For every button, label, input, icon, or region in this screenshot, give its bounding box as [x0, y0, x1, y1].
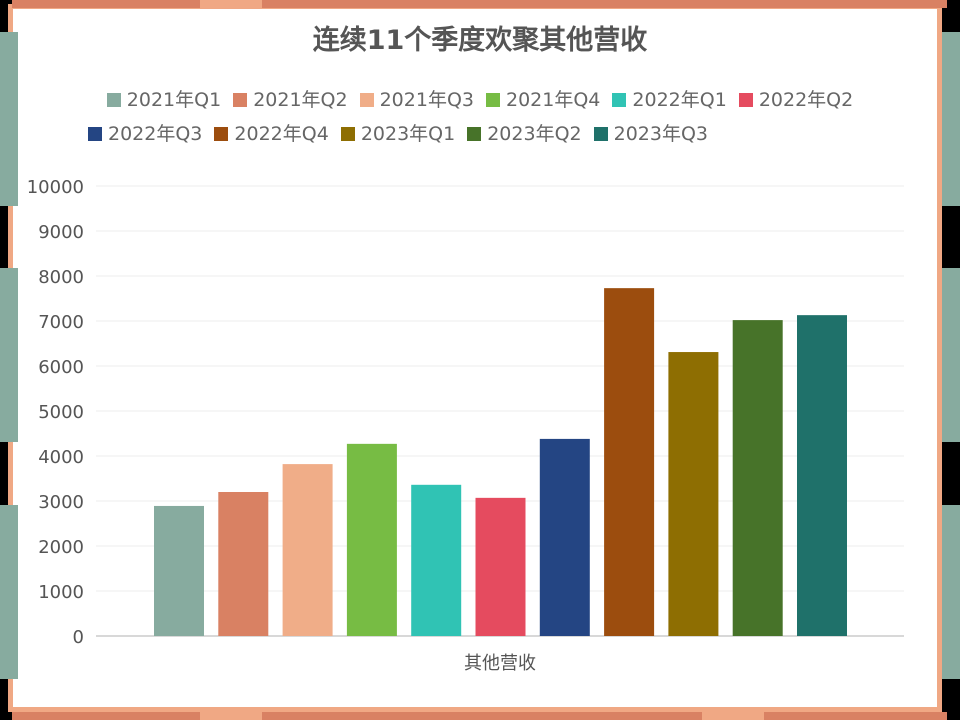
legend-label: 2021年Q4: [506, 89, 601, 111]
legend-item[interactable]: 2022年Q4: [214, 119, 329, 146]
legend-item[interactable]: 2022年Q2: [738, 85, 854, 112]
y-tick-label: 10000: [27, 177, 84, 198]
legend-label: 2022年Q4: [234, 123, 329, 145]
y-tick-label: 7000: [38, 312, 84, 333]
legend-swatch: [467, 127, 482, 141]
frame-decoration: [200, 712, 262, 720]
bar-2023年Q2: [732, 320, 783, 636]
legend-label: 2021年Q2: [253, 89, 348, 111]
frame-decoration: [767, 0, 947, 8]
legend-label: 2021年Q3: [379, 89, 474, 111]
legend: 2022年Q3 2022年Q4 2023年Q1 2023年Q2 2023年Q3: [0, 119, 960, 146]
legend-label: 2023年Q1: [360, 123, 456, 145]
legend-item[interactable]: 2021年Q2: [233, 85, 348, 112]
bar-2022年Q3: [539, 438, 590, 636]
bar-2023年Q3: [797, 315, 847, 636]
frame-decoration: [942, 268, 960, 442]
y-tick-label: 4000: [38, 447, 84, 468]
bar-2022年Q2: [475, 497, 526, 636]
legend-swatch: [106, 93, 121, 107]
bar-2021年Q4: [346, 443, 397, 636]
chart-title: 连续11个季度欢聚其他营收: [312, 25, 648, 56]
legend-swatch: [486, 93, 500, 107]
bar-2021年Q3: [282, 464, 333, 636]
legend-item[interactable]: 2022年Q3: [88, 119, 202, 146]
frame-decoration: [942, 505, 960, 679]
legend-item[interactable]: 2023年Q3: [593, 119, 709, 146]
y-tick-label: 6000: [38, 357, 84, 378]
legend-label: 2023年Q2: [487, 123, 582, 145]
legend-swatch: [214, 127, 229, 141]
frame-decoration: [12, 712, 200, 720]
legend-item[interactable]: 2022年Q1: [612, 85, 727, 112]
frame-decoration: [200, 0, 262, 8]
bar-2023年Q1: [668, 352, 719, 636]
legend-label: 2022年Q1: [632, 89, 727, 111]
y-tick-label: 3000: [38, 492, 84, 513]
legend-item[interactable]: 2023年Q1: [340, 119, 456, 146]
bar-2021年Q1: [154, 505, 204, 636]
legend-label: 2021年Q1: [126, 89, 222, 111]
frame-decoration: [12, 0, 200, 8]
frame-decoration: [764, 712, 947, 720]
bar-2022年Q1: [411, 484, 462, 636]
y-tick-label: 5000: [38, 402, 84, 423]
bar-2022年Q4: [604, 288, 655, 636]
legend-label: 2022年Q2: [758, 89, 854, 111]
legend-swatch: [612, 93, 627, 107]
legend-swatch: [88, 127, 102, 141]
frame-decoration: [262, 0, 767, 8]
legend-item[interactable]: 2021年Q1: [106, 85, 222, 112]
legend-swatch: [233, 93, 248, 107]
y-tick-label: 0: [73, 627, 84, 648]
legend-swatch: [359, 93, 374, 107]
y-tick-label: 8000: [38, 267, 84, 288]
y-tick-label: 9000: [38, 222, 84, 243]
legend-item[interactable]: 2023年Q2: [467, 119, 582, 146]
frame-decoration: [942, 32, 960, 206]
legend-swatch: [738, 93, 753, 107]
legend-item[interactable]: 2021年Q4: [486, 85, 600, 112]
frame-decoration: [0, 268, 18, 442]
frame-decoration: [262, 712, 702, 720]
legend-swatch: [593, 127, 608, 141]
legend-item[interactable]: 2021年Q3: [359, 85, 474, 112]
legend-swatch: [340, 127, 355, 141]
legend-label: 2023年Q3: [613, 123, 709, 145]
legend: 2021年Q1 2021年Q2 2021年Q3 2021年Q4 2022年Q1 2022年…: [0, 85, 960, 112]
x-category-label: 其他营收: [464, 653, 536, 674]
frame-decoration: [0, 505, 18, 679]
y-tick-label: 1000: [38, 582, 84, 603]
legend-label: 2022年Q3: [108, 123, 203, 145]
frame-decoration: [702, 712, 764, 720]
frame-decoration: [0, 32, 18, 206]
y-tick-label: 2000: [38, 537, 84, 558]
bar-2021年Q2: [218, 492, 269, 636]
